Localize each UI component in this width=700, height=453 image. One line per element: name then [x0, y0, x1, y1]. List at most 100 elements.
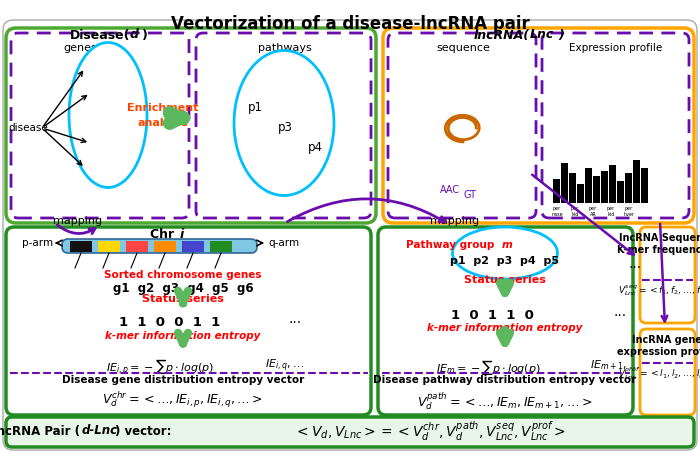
Text: k-mer information entropy: k-mer information entropy — [105, 331, 260, 341]
Ellipse shape — [234, 50, 334, 196]
Text: $<V_d,V_{Lnc}>=<V_d^{chr},V_d^{path},V_{Lnc}^{seq},V_{Lnc}^{prof}>$: $<V_d,V_{Lnc}>=<V_d^{chr},V_d^{path},V_{… — [294, 419, 566, 443]
Text: $V_{Lnc}^{seq}=<f_1,f_2,\ldots,f_{4^k}>$: $V_{Lnc}^{seq}=<f_1,f_2,\ldots,f_{4^k}>$ — [617, 283, 700, 298]
Text: per
kid: per kid — [571, 206, 579, 217]
Text: d: d — [130, 29, 139, 42]
Text: Status series: Status series — [464, 275, 546, 285]
Text: g5: g5 — [100, 138, 116, 148]
Text: per
AR: per AR — [589, 206, 597, 217]
Bar — [585, 168, 592, 203]
Text: g6: g6 — [95, 163, 111, 173]
FancyBboxPatch shape — [6, 28, 376, 223]
Text: q-arm: q-arm — [268, 238, 299, 248]
Text: g1: g1 — [95, 63, 111, 73]
Text: Disease(: Disease( — [69, 29, 130, 42]
Bar — [210, 241, 232, 251]
FancyBboxPatch shape — [6, 227, 371, 415]
Text: Chr: Chr — [150, 228, 178, 241]
Text: m: m — [502, 240, 512, 250]
Text: Disease pathway distribution entropy vector: Disease pathway distribution entropy vec… — [373, 375, 636, 385]
Text: AAC: AAC — [440, 185, 460, 195]
Text: p1: p1 — [248, 101, 262, 115]
Text: disease: disease — [8, 123, 48, 133]
Text: g2: g2 — [100, 88, 116, 98]
Text: pathways: pathways — [258, 43, 312, 53]
FancyArrowPatch shape — [45, 129, 86, 143]
Text: Pathway group: Pathway group — [406, 240, 498, 250]
Text: ···: ··· — [629, 261, 642, 275]
Bar — [601, 171, 608, 203]
FancyArrowPatch shape — [288, 199, 445, 222]
Text: $IE_{m+1},\ldots$: $IE_{m+1},\ldots$ — [590, 358, 640, 372]
FancyBboxPatch shape — [196, 33, 371, 218]
Bar — [182, 241, 204, 251]
Ellipse shape — [452, 227, 557, 279]
Text: $IE_{i,q},\ldots$: $IE_{i,q},\ldots$ — [265, 358, 304, 374]
Bar — [553, 178, 560, 203]
Text: p1  p2  p3  p4  p5: p1 p2 p3 p4 p5 — [451, 256, 559, 266]
FancyArrowPatch shape — [43, 72, 83, 126]
Text: $IE_{i,p}=-\sum p\cdot log(p)$: $IE_{i,p}=-\sum p\cdot log(p)$ — [106, 358, 214, 378]
Text: ) vector:: ) vector: — [115, 424, 172, 438]
Text: ···: ··· — [613, 309, 626, 323]
Bar — [126, 241, 148, 251]
Bar — [633, 160, 640, 203]
FancyArrowPatch shape — [660, 224, 667, 322]
Text: $V_{Lnc}^{prof}=<l_1,l_2,\ldots,l_{tn}>$: $V_{Lnc}^{prof}=<l_1,l_2,\ldots,l_{tn}>$ — [618, 366, 700, 382]
Bar — [617, 181, 624, 203]
Text: k-mer information entropy: k-mer information entropy — [427, 323, 582, 333]
Bar — [154, 241, 176, 251]
FancyArrowPatch shape — [532, 175, 634, 255]
Bar — [569, 173, 576, 203]
Text: per
nase: per nase — [551, 206, 563, 217]
Text: p3: p3 — [278, 121, 293, 135]
Bar — [561, 163, 568, 203]
Text: Disease-lncRNA Pair (: Disease-lncRNA Pair ( — [0, 424, 80, 438]
FancyArrowPatch shape — [44, 96, 87, 126]
Text: mapping: mapping — [53, 216, 103, 226]
FancyBboxPatch shape — [6, 417, 694, 447]
FancyArrowPatch shape — [57, 225, 95, 234]
FancyBboxPatch shape — [378, 227, 633, 415]
Text: $IE_m=-\sum p\cdot log(p)$: $IE_m=-\sum p\cdot log(p)$ — [435, 358, 540, 377]
Ellipse shape — [69, 43, 147, 188]
Text: ···: ··· — [288, 316, 302, 330]
Text: mapping: mapping — [430, 216, 480, 226]
Text: i: i — [180, 228, 184, 241]
Text: Lnc: Lnc — [530, 29, 554, 42]
Text: $V_d^{path}=<\ldots,IE_m,IE_{m+1},\ldots>$: $V_d^{path}=<\ldots,IE_m,IE_{m+1},\ldots… — [417, 390, 593, 412]
FancyBboxPatch shape — [388, 33, 536, 218]
Text: sequence: sequence — [436, 43, 490, 53]
FancyBboxPatch shape — [383, 28, 694, 223]
Text: lncRNA Sequence
K-mer frequencies: lncRNA Sequence K-mer frequencies — [617, 233, 700, 255]
Bar — [609, 165, 616, 203]
Text: ): ) — [142, 29, 148, 42]
Text: Enrichment: Enrichment — [127, 103, 199, 113]
Text: ): ) — [558, 29, 564, 42]
Text: lncRNA(: lncRNA( — [474, 29, 530, 42]
Text: per
hver: per hver — [624, 206, 635, 217]
Text: $V_d^{chr}=<\ldots,IE_{i,p},IE_{i,q},\ldots>$: $V_d^{chr}=<\ldots,IE_{i,p},IE_{i,q},\ld… — [102, 390, 263, 410]
Text: Vectorization of a disease-lncRNA pair: Vectorization of a disease-lncRNA pair — [171, 15, 529, 33]
Text: GT: GT — [463, 190, 476, 200]
Text: analysis: analysis — [138, 118, 188, 128]
Text: Status series: Status series — [142, 294, 224, 304]
Text: per
kid: per kid — [607, 206, 615, 217]
FancyBboxPatch shape — [542, 33, 689, 218]
Text: 1  1  0  0  1  1: 1 1 0 0 1 1 — [120, 316, 220, 329]
Bar — [98, 241, 120, 251]
Text: Sorted chromosome genes: Sorted chromosome genes — [104, 270, 262, 280]
FancyBboxPatch shape — [640, 329, 695, 415]
FancyArrowPatch shape — [44, 130, 82, 165]
Text: Expression profile: Expression profile — [569, 43, 663, 53]
Text: p-arm: p-arm — [22, 238, 53, 248]
Text: g1  g2  g3  g4  g5  g6: g1 g2 g3 g4 g5 g6 — [113, 282, 253, 295]
FancyBboxPatch shape — [640, 227, 695, 323]
Text: genes: genes — [63, 43, 97, 53]
Text: Disease gene distribution entropy vector: Disease gene distribution entropy vector — [62, 375, 304, 385]
Bar — [593, 176, 600, 203]
Text: d-Lnc: d-Lnc — [82, 424, 118, 438]
Text: 1  0  1  1  0: 1 0 1 1 0 — [451, 309, 533, 322]
Bar — [577, 184, 584, 203]
FancyBboxPatch shape — [11, 33, 189, 218]
FancyBboxPatch shape — [3, 20, 697, 450]
